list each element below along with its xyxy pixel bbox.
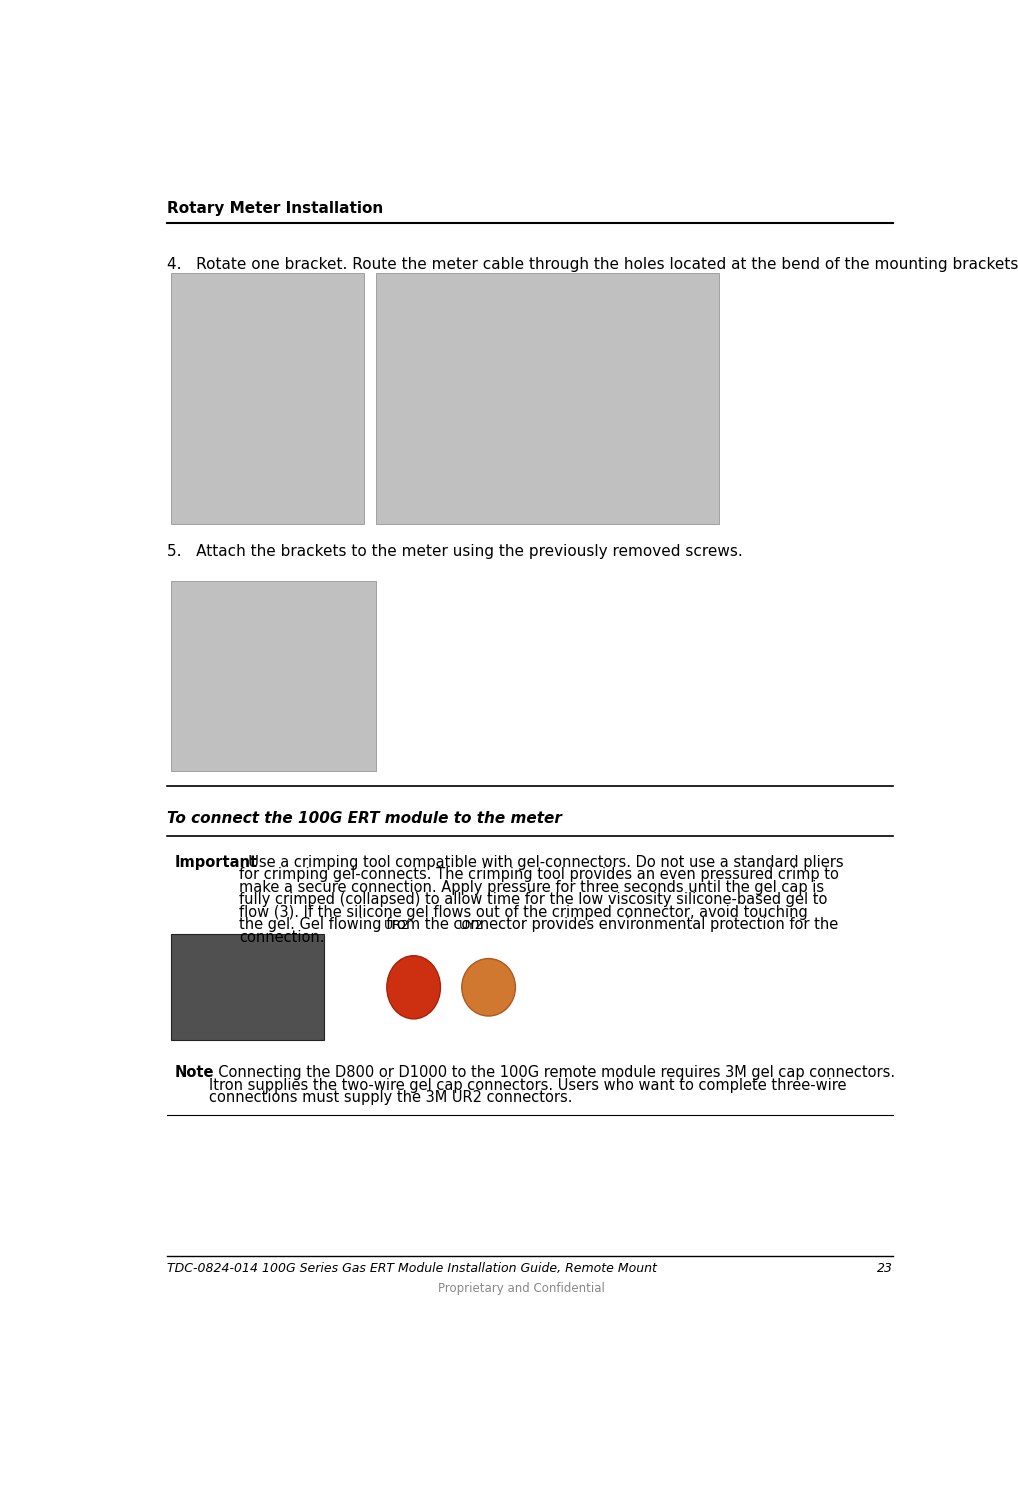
- Text: connection.: connection.: [239, 930, 325, 944]
- Text: 23: 23: [876, 1262, 893, 1276]
- Ellipse shape: [462, 958, 515, 1016]
- Text: 4.   Rotate one bracket. Route the meter cable through the holes located at the : 4. Rotate one bracket. Route the meter c…: [167, 257, 1018, 272]
- Text: Rotary Meter Installation: Rotary Meter Installation: [167, 201, 383, 216]
- Text: flow (3). If the silicone gel flows out of the crimped connector, avoid touching: flow (3). If the silicone gel flows out …: [239, 904, 808, 919]
- Text: connections must supply the 3M UR2 connectors.: connections must supply the 3M UR2 conne…: [209, 1091, 572, 1106]
- Text: Connecting the D800 or D1000 to the 100G remote module requires 3M gel cap conne: Connecting the D800 or D1000 to the 100G…: [209, 1065, 895, 1080]
- Text: Important: Important: [175, 855, 258, 870]
- Text: Proprietary and Confidential: Proprietary and Confidential: [439, 1282, 605, 1295]
- Text: Note: Note: [175, 1065, 214, 1080]
- Text: 5.   Attach the brackets to the meter using the previously removed screws.: 5. Attach the brackets to the meter usin…: [167, 545, 742, 560]
- Text: UR2: UR2: [384, 919, 409, 932]
- FancyBboxPatch shape: [171, 580, 376, 771]
- Text: TDC-0824-014 100G Series Gas ERT Module Installation Guide, Remote Mount: TDC-0824-014 100G Series Gas ERT Module …: [167, 1262, 657, 1276]
- Text: Use a crimping tool compatible with gel-connectors. Do not use a standard pliers: Use a crimping tool compatible with gel-…: [239, 855, 844, 870]
- FancyBboxPatch shape: [171, 934, 325, 1040]
- Text: for crimping gel-connects. The crimping tool provides an even pressured crimp to: for crimping gel-connects. The crimping …: [239, 867, 839, 882]
- FancyBboxPatch shape: [376, 273, 719, 524]
- Text: To connect the 100G ERT module to the meter: To connect the 100G ERT module to the me…: [167, 812, 562, 827]
- Text: make a secure connection. Apply pressure for three seconds until the gel cap is: make a secure connection. Apply pressure…: [239, 880, 825, 895]
- Text: fully crimped (collapsed) to allow time for the low viscosity silicone-based gel: fully crimped (collapsed) to allow time …: [239, 892, 828, 907]
- Ellipse shape: [387, 956, 441, 1019]
- Text: the gel. Gel flowing from the connector provides environmental protection for th: the gel. Gel flowing from the connector …: [239, 918, 839, 932]
- FancyBboxPatch shape: [171, 273, 364, 524]
- Text: UY2: UY2: [458, 919, 484, 932]
- Text: Itron supplies the two-wire gel cap connectors. Users who want to complete three: Itron supplies the two-wire gel cap conn…: [209, 1077, 846, 1094]
